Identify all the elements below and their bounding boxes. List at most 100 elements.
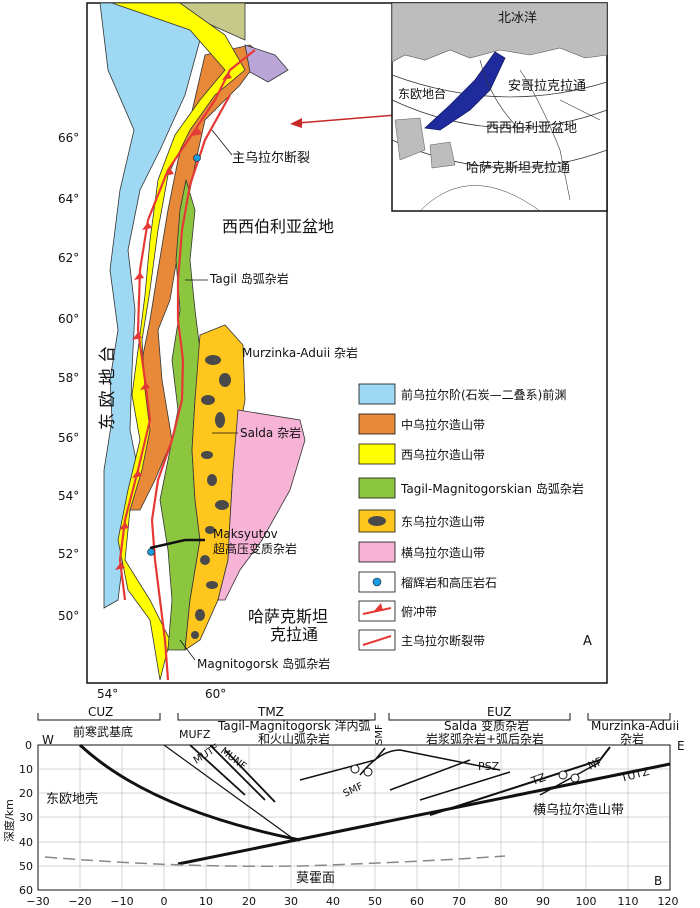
- latitude-ticks: 66° 64° 62° 60° 58° 56° 54° 52° 50° 54° …: [58, 131, 226, 701]
- tick-label: 60: [410, 895, 424, 908]
- y-ticks: 0 10 20 30 40 50 60: [19, 739, 33, 897]
- fault-label-tz: TZ: [529, 771, 548, 789]
- legend: 前乌拉尔阶(石炭—二叠系)前渊 中乌拉尔造山带 西乌拉尔造山带 Tagil-Ma…: [358, 383, 584, 651]
- zone-name-tmz-1: Tagil-Magnitogorsk 洋内弧: [217, 718, 371, 733]
- label-salda: Salda 杂岩: [240, 425, 301, 440]
- label-west-siberia: 西西伯利亚盆地: [222, 217, 334, 236]
- tick-label: 110: [618, 895, 639, 908]
- legend-label: 中乌拉尔造山带: [401, 417, 485, 432]
- east-urals-granite-blobs: [191, 355, 231, 639]
- zone-name-cuz: 前寒武基底: [73, 724, 133, 739]
- lat-tick: 60°: [58, 312, 79, 326]
- tick-label: 30: [284, 895, 298, 908]
- legend-label: 西乌拉尔造山带: [401, 447, 485, 462]
- tick-label: 30: [19, 811, 33, 824]
- main-uralian-fault-line: [150, 94, 231, 681]
- section-panel-label: B: [654, 874, 662, 888]
- legend-swatch: [358, 477, 396, 499]
- tick-label: 80: [494, 895, 508, 908]
- eclogite-dot-south: [147, 548, 155, 556]
- lat-tick: 50°: [58, 609, 79, 623]
- zone-code-euz: EUZ: [487, 705, 511, 719]
- unit-tagil-magnitogorsk: [159, 179, 201, 651]
- legend-label: 榴辉岩和高压岩石: [401, 575, 497, 590]
- tick-label: 10: [19, 763, 33, 776]
- section-east: E: [677, 739, 685, 753]
- cross-section: CUZ 前寒武基底 TMZ Tagil-Magnitogorsk 洋内弧 和火山…: [2, 705, 685, 908]
- lon-tick: 60°: [205, 687, 226, 701]
- legend-swatch: [358, 413, 396, 435]
- inset-label-east-europe: 东欧地台: [398, 86, 446, 101]
- label-maksyutov-1: Maksyutov: [213, 527, 278, 541]
- lat-tick: 62°: [58, 251, 79, 265]
- inset-label-kazakh: 哈萨克斯坦克拉通: [466, 161, 570, 176]
- zone-header: [37, 713, 671, 721]
- map-panel-label: A: [583, 634, 592, 649]
- tick-label: 0: [25, 739, 32, 752]
- label-trans-ural: 横乌拉尔造山带: [533, 802, 624, 818]
- lat-tick: 66°: [58, 131, 79, 145]
- leader-main-fault: [211, 129, 233, 156]
- label-maksyutov-2: 超高压变质杂岩: [213, 541, 297, 556]
- subduction-teeth: [115, 72, 232, 570]
- legend-swatch: [358, 541, 396, 563]
- depth-axis-label: 深度/km: [2, 799, 16, 842]
- lat-tick: 56°: [58, 431, 79, 445]
- inset-label-arctic: 北冰洋: [498, 11, 537, 26]
- fault-label-mufz: MUFZ: [179, 728, 211, 741]
- zone-name-euz-2: 岩浆弧杂岩+弧后杂岩: [426, 731, 544, 746]
- inset-arctic-ocean: [391, 2, 608, 63]
- unit-trans-urals: [217, 409, 306, 601]
- label-magnitogorsk: Magnitogorsk 岛弧杂岩: [197, 656, 330, 671]
- label-east-europe-crust: 东欧地壳: [46, 792, 98, 807]
- eclogite-dot-north: [193, 154, 201, 162]
- label-moho: 莫霍面: [296, 871, 335, 886]
- zone-name-tmz-2: 和火山弧杂岩: [258, 731, 330, 746]
- tick-label: −20: [68, 895, 91, 908]
- legend-label: 东乌拉尔造山带: [401, 514, 485, 529]
- tick-label: 70: [452, 895, 466, 908]
- label-murzinka: Murzinka-Aduii 杂岩: [242, 345, 358, 360]
- subduction-zone-line: [118, 49, 256, 601]
- legend-swatch: [358, 383, 396, 405]
- tick-label: 40: [19, 836, 33, 849]
- tick-label: 0: [161, 895, 168, 908]
- tick-label: 120: [658, 895, 679, 908]
- tick-label: 50: [19, 860, 33, 873]
- lat-tick: 58°: [58, 371, 79, 385]
- section-west: W: [42, 733, 54, 747]
- fault-label-nf: NF: [586, 755, 605, 773]
- tick-label: 100: [576, 895, 597, 908]
- leader-magnitogorsk: [179, 639, 196, 661]
- inset-map: 北冰洋 安哥拉克拉通 东欧地台 西西伯利亚盆地 哈萨克斯坦克拉通: [391, 2, 608, 212]
- lat-tick: 64°: [58, 192, 79, 206]
- legend-swatch: [358, 443, 396, 465]
- inset-label-west-siberia: 西西伯利亚盆地: [486, 121, 577, 136]
- zone-name-euz-1: Salda 变质杂岩: [444, 718, 529, 733]
- label-tagil: Tagil 岛弧杂岩: [209, 271, 289, 286]
- zone-code-smf-head: SMF: [374, 724, 385, 745]
- moho-line: [44, 855, 506, 868]
- inset-label-angara: 安哥拉克拉通: [508, 79, 586, 94]
- tick-label: 50: [368, 895, 382, 908]
- tick-label: 20: [242, 895, 256, 908]
- label-kazakh-1: 哈萨克斯坦: [248, 607, 328, 626]
- x-ticks: −30 −20 −10 0 10 20 30 40 50 60 70 80 90…: [26, 895, 678, 908]
- map-units: [99, 2, 306, 681]
- legend-label: 前乌拉尔阶(石炭—二叠系)前渊: [401, 387, 566, 402]
- tick-label: 40: [326, 895, 340, 908]
- legend-label: 俯冲带: [401, 604, 437, 619]
- zone-code-tmz: TMZ: [257, 705, 284, 719]
- legend-label: 主乌拉尔断裂带: [401, 633, 485, 648]
- label-main-fault: 主乌拉尔断裂: [232, 150, 310, 166]
- maksyutov-line: [149, 538, 205, 550]
- tick-label: −30: [26, 895, 49, 908]
- inset-ural-band: [424, 51, 506, 131]
- tick-label: −10: [110, 895, 133, 908]
- zone-name-murzinka-2: 杂岩: [620, 731, 644, 746]
- fault-label-psz: PSZ: [478, 760, 500, 773]
- tick-label: 20: [19, 787, 33, 800]
- zone-code-cuz: CUZ: [88, 705, 113, 719]
- lat-tick: 54°: [58, 489, 79, 503]
- tick-label: 60: [19, 884, 33, 897]
